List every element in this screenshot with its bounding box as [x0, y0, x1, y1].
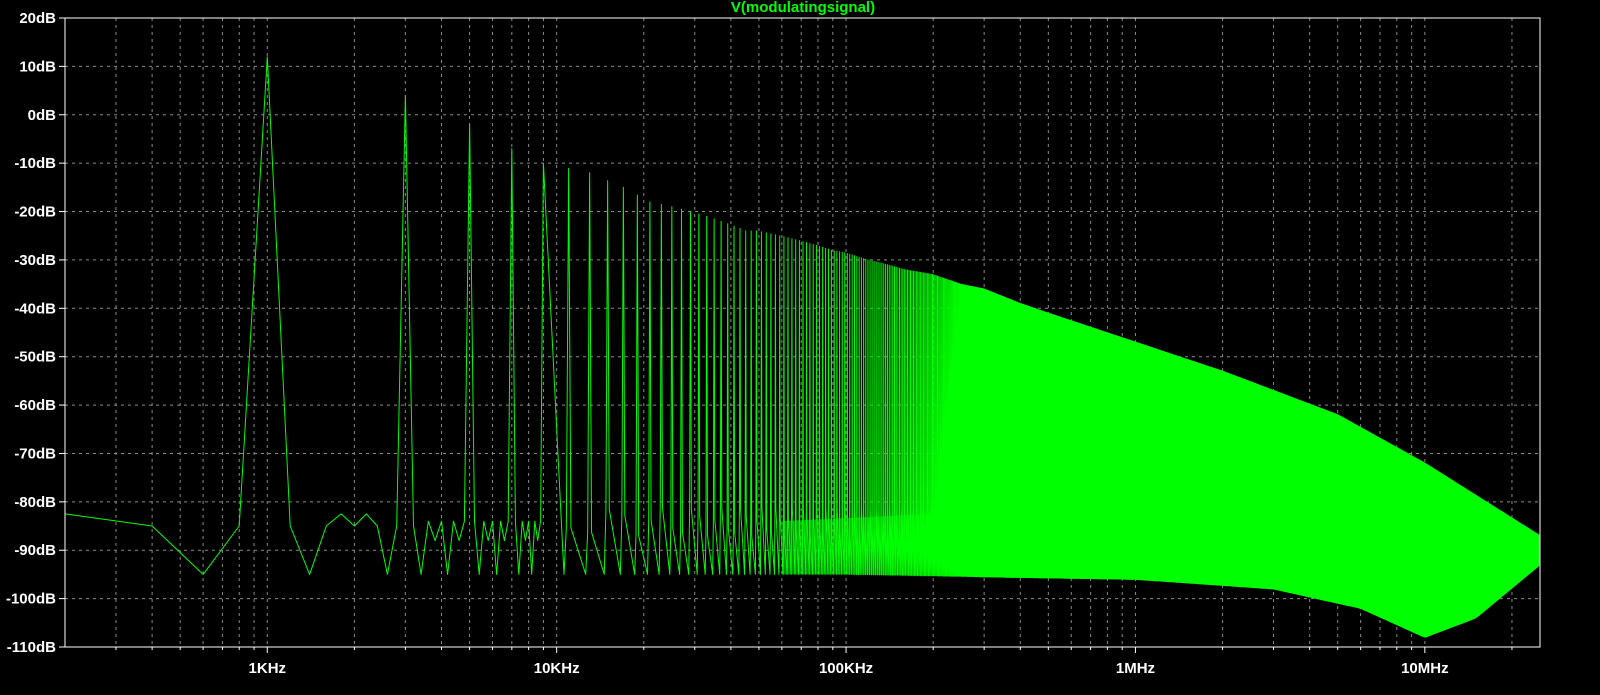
y-tick-label: -50dB: [14, 349, 56, 366]
spectrum-dense-band: [979, 287, 1541, 638]
y-tick-label: -20dB: [14, 204, 56, 221]
y-tick-label: -60dB: [14, 397, 56, 414]
plot-frame: [64, 17, 1541, 648]
y-tick-label: 0dB: [28, 107, 57, 124]
x-tick-label: 10KHz: [534, 660, 580, 677]
y-tick-label: -70dB: [14, 445, 56, 462]
x-tick-label: 100KHz: [819, 660, 873, 677]
y-tick-label: -30dB: [14, 252, 56, 269]
spectrum-mid-band: [781, 511, 980, 577]
x-tick-label: 10MHz: [1401, 660, 1449, 677]
y-tick-label: -40dB: [14, 300, 56, 317]
y-axis-ticks: 20dB 10dB 0dB -10dB -20dB -30dB -40dB -50dB -60d…: [6, 10, 65, 656]
chart-title: V(modulatingsignal): [731, 0, 875, 16]
x-tick-label: 1MHz: [1116, 660, 1155, 677]
y-tick-label: 20dB: [19, 10, 56, 27]
y-tick-label: -80dB: [14, 494, 56, 511]
y-tick-label: -90dB: [14, 542, 56, 559]
y-tick-label: -110dB: [7, 639, 56, 656]
spectrum-trace: [64, 56, 1541, 638]
x-tick-label: 1KHz: [249, 660, 287, 677]
y-tick-label: -10dB: [14, 155, 56, 172]
x-axis-ticks: 1KHz 10KHz 100KHz 1MHz 10MHz: [115, 647, 1513, 677]
y-tick-label: 10dB: [19, 58, 56, 75]
y-tick-label: -100dB: [6, 591, 56, 608]
